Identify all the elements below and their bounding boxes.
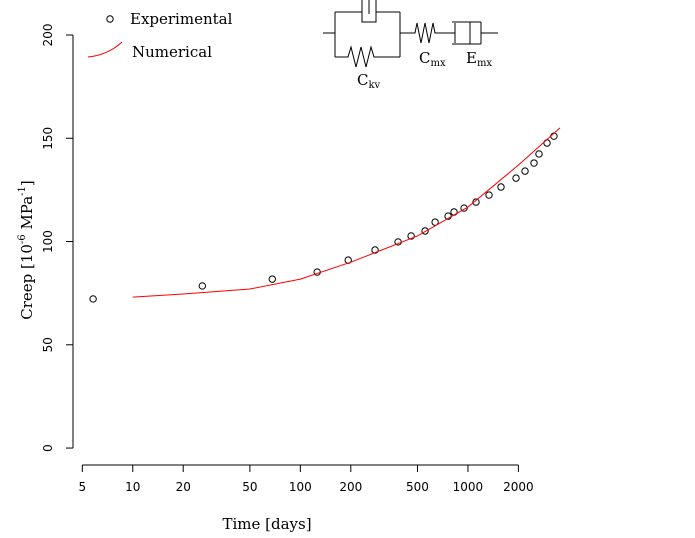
data-point <box>421 227 429 235</box>
y-tick-label: 50 <box>41 337 55 352</box>
annotation: Cmx <box>419 49 446 69</box>
x-tick-label: 10 <box>125 480 140 494</box>
data-point <box>472 198 480 206</box>
y-label-part: ] <box>18 180 36 186</box>
annotation: Emx <box>466 49 492 69</box>
y-label-part: MPa <box>18 196 36 235</box>
data-point <box>512 174 520 182</box>
x-axis-label: Time [days] <box>222 515 311 533</box>
data-point <box>521 167 529 175</box>
annotation-sub: mx <box>430 58 445 69</box>
x-tick-label: 100 <box>289 480 312 494</box>
annotation-sub: kv <box>368 80 380 91</box>
legend-label: Numerical <box>132 43 212 61</box>
y-tick-label: 200 <box>41 24 55 47</box>
y-tick-label: 150 <box>41 127 55 150</box>
y-tick-label: 100 <box>41 230 55 253</box>
x-tick-label: 20 <box>176 480 191 494</box>
legend-marker <box>106 15 114 23</box>
legend-line <box>87 41 123 58</box>
annotation-sub: mx <box>477 58 492 69</box>
x-tick-label: 5 <box>78 480 86 494</box>
data-point <box>543 139 551 147</box>
annotation-main: E <box>466 49 477 67</box>
data-point <box>371 246 379 254</box>
data-line <box>132 127 561 298</box>
annotation-main: C <box>357 71 368 89</box>
data-point <box>198 282 207 290</box>
y-tick-label: 0 <box>41 444 55 452</box>
data-point <box>535 150 543 158</box>
legend-label: Experimental <box>130 10 233 28</box>
data-point <box>485 191 493 199</box>
x-tick-label: 1000 <box>453 480 484 494</box>
y-label-sup: -6 <box>17 234 28 244</box>
y-label-part: Creep [10 <box>18 244 36 320</box>
data-point <box>460 204 468 212</box>
data-point <box>407 232 415 240</box>
x-tick-label: 50 <box>242 480 257 494</box>
y-label-sup: -1 <box>17 186 28 196</box>
data-point <box>89 295 97 303</box>
data-point <box>530 159 538 167</box>
data-point <box>268 275 276 283</box>
data-point <box>497 183 505 191</box>
y-axis-label: Creep [10-6 MPa-1] <box>17 180 36 320</box>
x-tick-label: 200 <box>339 480 362 494</box>
x-tick-label: 2000 <box>503 480 534 494</box>
annotation: Ckv <box>357 71 381 91</box>
x-tick-label: 500 <box>406 480 429 494</box>
annotation-main: C <box>419 49 430 67</box>
model-diagram <box>323 0 498 68</box>
